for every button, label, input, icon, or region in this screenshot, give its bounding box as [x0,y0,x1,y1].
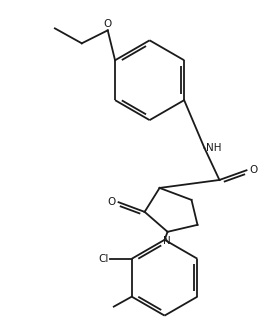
Text: NH: NH [206,143,222,153]
Text: Cl: Cl [98,254,109,264]
Text: N: N [163,236,170,246]
Text: O: O [104,19,112,29]
Text: O: O [107,197,116,207]
Text: O: O [249,165,258,175]
